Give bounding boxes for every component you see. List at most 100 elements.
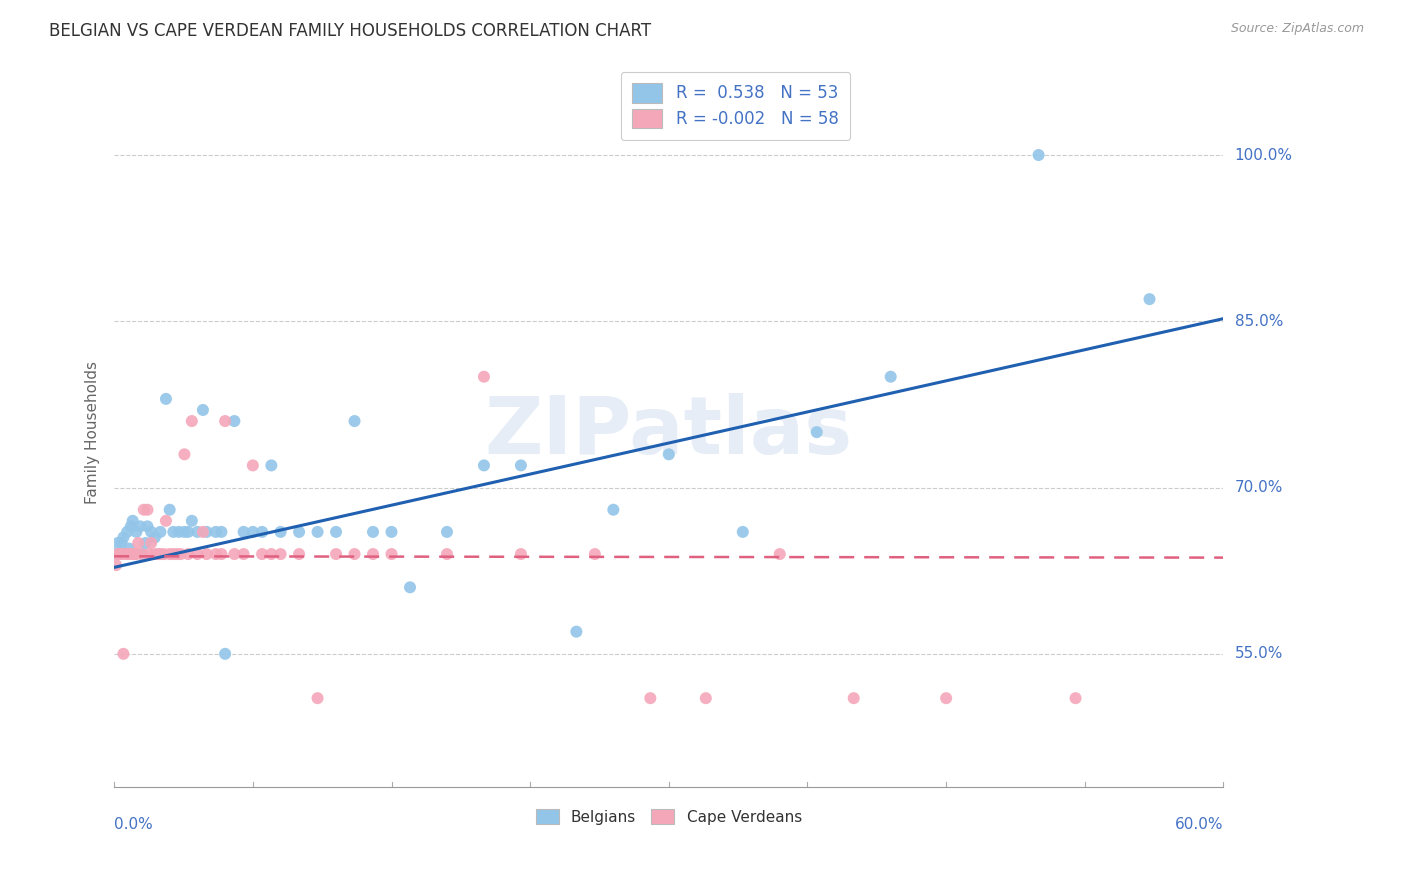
Point <box>131 547 153 561</box>
Point <box>173 524 195 539</box>
Point <box>138 547 160 561</box>
Point <box>148 547 170 561</box>
Point <box>121 514 143 528</box>
Point <box>260 458 283 473</box>
Point <box>472 458 495 473</box>
Text: 55.0%: 55.0% <box>1234 647 1282 661</box>
Point <box>307 524 329 539</box>
Point <box>195 524 218 539</box>
Point <box>242 524 264 539</box>
Point <box>162 524 184 539</box>
Point <box>224 547 246 561</box>
Text: 60.0%: 60.0% <box>1175 817 1223 832</box>
Point <box>695 691 717 706</box>
Point <box>125 547 148 561</box>
Point <box>935 691 957 706</box>
Point <box>288 547 311 561</box>
Point <box>149 524 172 539</box>
Point <box>107 547 129 561</box>
Point <box>186 524 208 539</box>
Point <box>125 524 148 539</box>
Point <box>115 524 138 539</box>
Point <box>250 547 273 561</box>
Text: 0.0%: 0.0% <box>114 817 153 832</box>
Point <box>159 502 181 516</box>
Point <box>131 547 153 561</box>
Point <box>260 547 283 561</box>
Point <box>195 547 218 561</box>
Point <box>191 403 214 417</box>
Point <box>806 425 828 439</box>
Point <box>167 524 190 539</box>
Point <box>288 524 311 539</box>
Point <box>177 547 200 561</box>
Point <box>232 547 254 561</box>
Point <box>136 519 159 533</box>
Point <box>658 447 681 461</box>
Legend: Belgians, Cape Verdeans: Belgians, Cape Verdeans <box>529 801 810 832</box>
Point <box>170 547 193 561</box>
Point <box>436 524 458 539</box>
Point <box>380 547 402 561</box>
Point <box>270 547 292 561</box>
Point <box>155 514 177 528</box>
Point <box>361 547 384 561</box>
Point <box>472 369 495 384</box>
Point <box>1028 148 1050 162</box>
Point <box>110 547 132 561</box>
Text: 100.0%: 100.0% <box>1234 147 1292 162</box>
Point <box>399 580 422 594</box>
Text: 70.0%: 70.0% <box>1234 480 1282 495</box>
Point <box>112 531 135 545</box>
Point <box>307 691 329 706</box>
Point <box>510 547 533 561</box>
Point <box>583 547 606 561</box>
Point <box>640 691 662 706</box>
Point <box>132 502 155 516</box>
Point <box>153 547 176 561</box>
Point <box>191 524 214 539</box>
Point <box>135 536 157 550</box>
Point <box>159 547 181 561</box>
Point <box>141 524 163 539</box>
Point <box>242 458 264 473</box>
Point <box>141 536 163 550</box>
Point <box>115 547 138 561</box>
Point <box>173 447 195 461</box>
Point <box>105 547 128 561</box>
Point <box>114 547 136 561</box>
Point <box>155 392 177 406</box>
Point <box>108 547 131 561</box>
Point <box>136 502 159 516</box>
Point <box>118 547 141 561</box>
Point <box>143 547 166 561</box>
Point <box>149 547 172 561</box>
Point <box>1064 691 1087 706</box>
Point <box>879 369 901 384</box>
Point <box>107 536 129 550</box>
Point <box>842 691 865 706</box>
Point <box>769 547 792 561</box>
Point <box>209 547 232 561</box>
Point <box>325 547 347 561</box>
Point <box>602 502 624 516</box>
Point <box>565 624 588 639</box>
Point <box>110 536 132 550</box>
Point <box>361 524 384 539</box>
Point <box>120 519 142 533</box>
Point <box>162 547 184 561</box>
Point <box>180 514 202 528</box>
Point <box>343 414 366 428</box>
Point <box>214 414 236 428</box>
Point <box>129 519 152 533</box>
Text: ZIPatlas: ZIPatlas <box>485 393 853 471</box>
Point <box>205 524 228 539</box>
Point <box>205 547 228 561</box>
Point <box>214 647 236 661</box>
Point <box>436 547 458 561</box>
Point <box>232 524 254 539</box>
Point <box>224 414 246 428</box>
Point <box>118 541 141 556</box>
Point <box>186 547 208 561</box>
Point <box>325 524 347 539</box>
